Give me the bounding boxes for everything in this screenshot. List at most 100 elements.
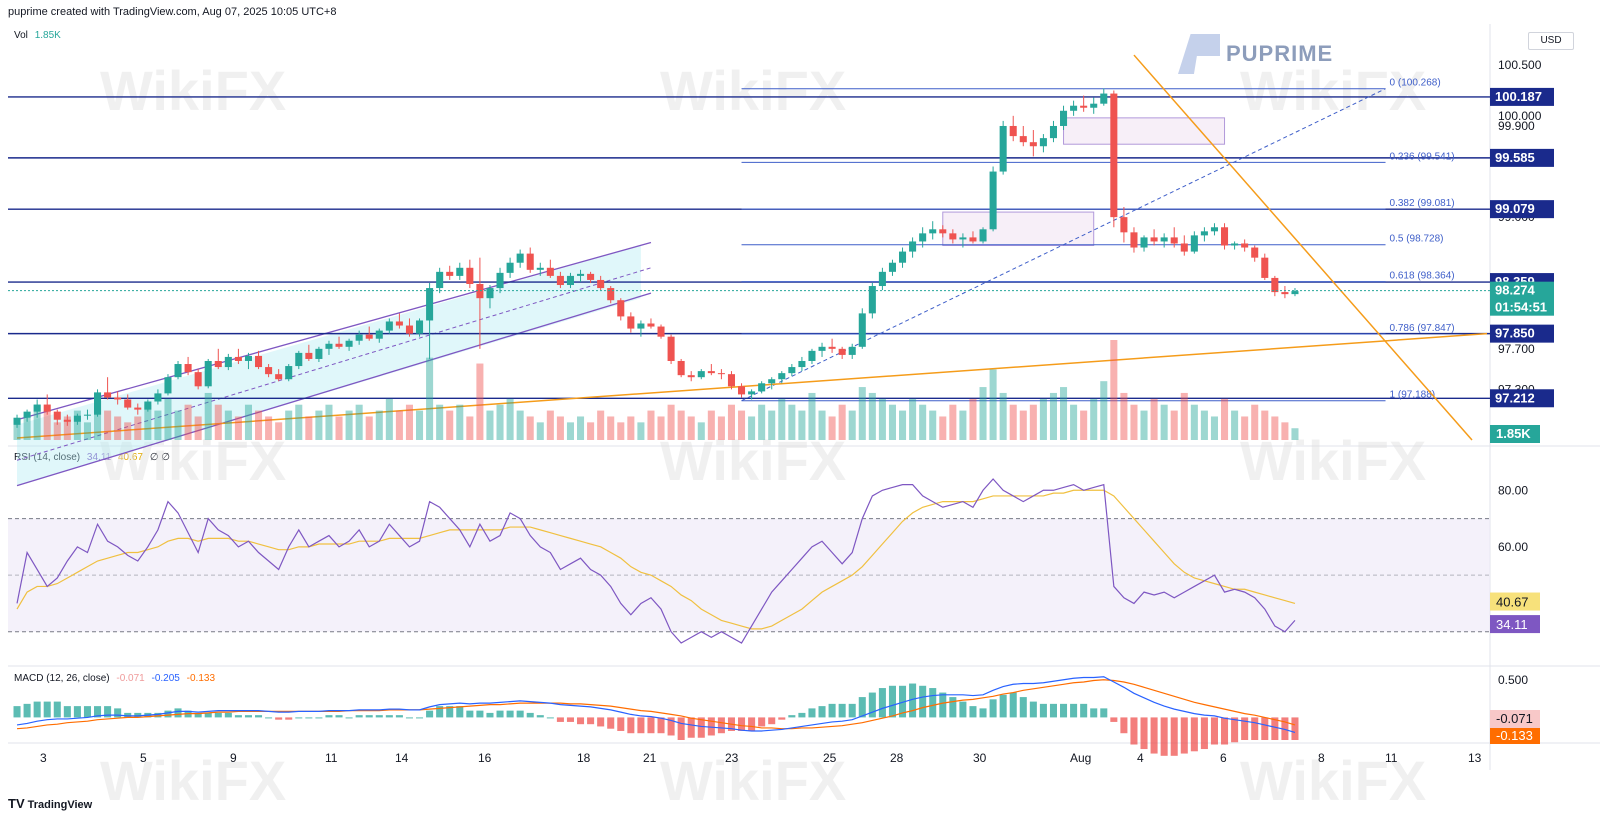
macd-histogram-bar — [637, 717, 645, 734]
volume-bar — [496, 404, 504, 440]
macd-legend[interactable]: MACD (12, 26, close) -0.071 -0.205 -0.13… — [14, 673, 215, 684]
macd-histogram-bar — [466, 710, 474, 718]
macd-histogram-bar — [224, 712, 232, 718]
volume-bar — [426, 357, 434, 440]
macd-histogram-bar — [345, 717, 353, 719]
candle-body — [496, 272, 504, 289]
candle-body — [1130, 232, 1138, 248]
macd-histogram-bar — [768, 717, 776, 725]
candle-body — [798, 360, 806, 368]
macd-histogram-bar — [355, 715, 363, 718]
macd-histogram-bar — [627, 717, 635, 734]
wikifx-watermark: WikiFX — [1240, 749, 1426, 812]
volume-bar — [828, 416, 836, 440]
macd-histogram-bar — [23, 703, 31, 718]
macd-histogram-bar — [154, 712, 162, 718]
volume-bar — [697, 422, 705, 440]
candle-body — [275, 374, 283, 380]
price-axis-tick: 100.000 — [1498, 109, 1542, 123]
candle-body — [365, 334, 373, 339]
volume-bar — [315, 410, 323, 440]
macd-histogram-bar — [1291, 717, 1299, 740]
candle-body — [637, 323, 645, 329]
time-axis-label: 28 — [890, 751, 904, 765]
volume-bar — [1140, 410, 1148, 440]
candle-body — [768, 379, 776, 384]
time-axis-label: 18 — [577, 751, 591, 765]
wikifx-watermark: WikiFX — [660, 429, 846, 492]
volume-bar — [939, 416, 947, 440]
volume-bar — [909, 398, 917, 440]
volume-bar — [788, 404, 796, 440]
time-axis-label: 9 — [230, 751, 237, 765]
volume-bar — [1160, 404, 1168, 440]
volume-bar — [838, 404, 846, 440]
macd-histogram-bar — [124, 712, 132, 718]
macd-line — [16, 676, 1296, 734]
candle-body — [1261, 257, 1269, 278]
volume-bar — [1080, 410, 1088, 440]
macd-histogram-bar — [405, 717, 413, 719]
macd-histogram-bar — [617, 717, 625, 731]
macd-histogram-bar — [134, 712, 142, 718]
macd-histogram-bar — [1180, 717, 1188, 754]
candle-body — [1190, 235, 1198, 252]
tradingview-logo-text: TradingView — [27, 799, 93, 811]
volume-bar — [1070, 404, 1078, 440]
candle-body — [295, 352, 303, 367]
volume-bar — [244, 404, 252, 440]
macd-histogram-bar — [929, 688, 937, 718]
rsi-badge: 34.11 — [1496, 617, 1528, 632]
volume-legend-value: 1.85K — [34, 30, 61, 41]
macd-histogram-bar — [979, 708, 987, 718]
currency-button[interactable]: USD — [1528, 32, 1574, 50]
candle-body — [1060, 110, 1068, 126]
tradingview-logo[interactable]: TV TradingView — [8, 796, 92, 811]
candle-body — [1200, 231, 1208, 236]
macd-histogram-bar — [436, 706, 444, 718]
candle-body — [1180, 243, 1188, 252]
candle-body — [848, 346, 856, 355]
candle-body — [1080, 105, 1088, 108]
volume-bar — [1241, 416, 1249, 440]
macd-histogram-bar — [1140, 717, 1148, 750]
macd-histogram-bar — [204, 712, 212, 718]
candle-body — [1150, 237, 1158, 242]
candle-body — [184, 364, 192, 373]
macd-histogram-bar — [1271, 717, 1279, 740]
macd-histogram-bar — [697, 717, 705, 738]
volume-bar — [1120, 392, 1128, 440]
volume-bar — [808, 392, 816, 440]
macd-histogram-bar — [214, 712, 222, 718]
consolidation-box-2 — [1063, 117, 1226, 145]
wikifx-watermark: WikiFX — [100, 429, 286, 492]
rsi-legend[interactable]: RSI (14, close) 34.11 40.67 ∅ ∅ — [14, 452, 170, 463]
volume-bar — [124, 422, 132, 440]
macd-histogram-bar — [1221, 717, 1229, 745]
candle-body — [788, 367, 796, 374]
macd-histogram-bar — [33, 701, 41, 718]
wikifx-watermark: WikiFX — [1240, 59, 1426, 122]
level-badge-bg — [1490, 389, 1554, 408]
volume-bar — [1110, 340, 1118, 440]
macd-histogram-bar — [1190, 717, 1198, 752]
volume-bar — [53, 422, 61, 440]
macd-histogram-bar — [426, 710, 434, 718]
countdown-badge: 01:54:51 — [1495, 300, 1547, 315]
macd-histogram-bar — [1231, 717, 1239, 743]
macd-histogram-bar — [647, 717, 655, 734]
current-price-badge-bg — [1490, 281, 1554, 316]
volume-bar — [1130, 404, 1138, 440]
candle-body — [546, 267, 554, 276]
macd-histogram-bar — [506, 710, 514, 718]
candle-body — [1140, 237, 1148, 248]
time-axis-label: 8 — [1318, 751, 1325, 765]
volume-bar — [204, 392, 212, 440]
macd-histogram-bar — [275, 717, 283, 720]
macd-histogram-bar — [53, 701, 61, 718]
volume-bar — [1271, 416, 1279, 440]
candle-body — [577, 273, 585, 276]
candle-body — [335, 343, 343, 347]
volume-bar — [1150, 398, 1158, 440]
